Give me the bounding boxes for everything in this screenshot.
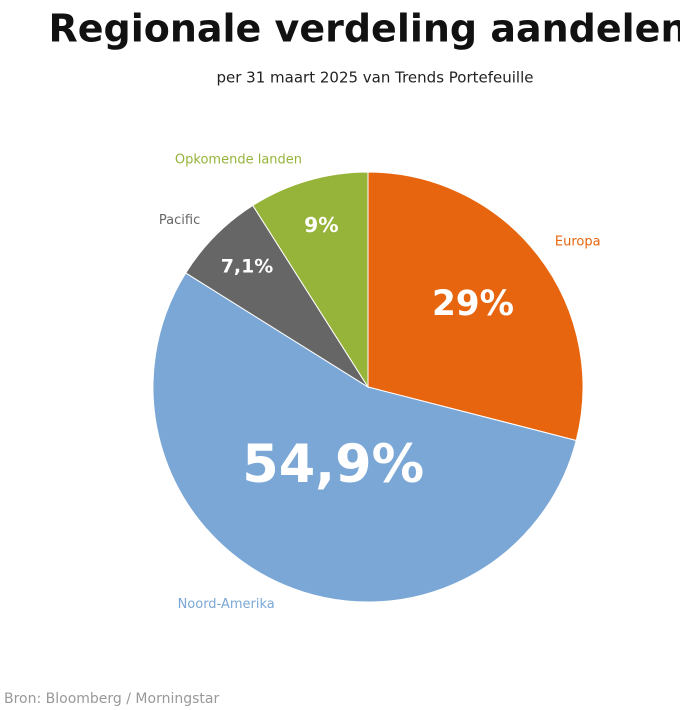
value-label: 7,1% [221, 255, 274, 277]
pie-slice [252, 171, 369, 389]
chart-title: Regionale verdeling aandelen [48, 7, 680, 51]
chart-subtitle: per 31 maart 2025 van Trends Portefeuill… [217, 69, 534, 87]
category-label: Opkomende landen [175, 152, 302, 167]
value-label: 9% [304, 213, 338, 237]
source: Bron: Bloomberg / Morningstar [4, 691, 219, 707]
pie-slice [367, 171, 584, 442]
category-label: Europa [555, 235, 601, 250]
value-label: 29% [432, 284, 514, 324]
category-label: Noord-Amerika [178, 597, 275, 612]
category-label: Pacific [159, 213, 200, 228]
value-label: 54,9% [242, 434, 424, 495]
pie-slice [152, 272, 577, 603]
